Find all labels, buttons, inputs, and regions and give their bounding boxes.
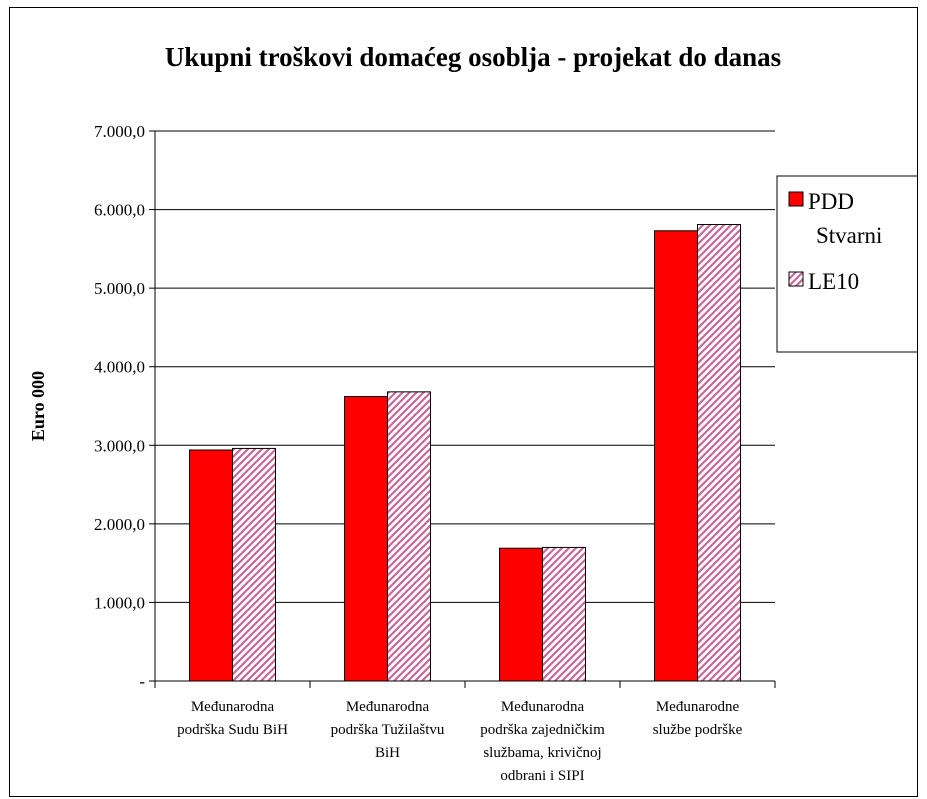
legend: PDD Stvarni LE10 [776,175,917,353]
y-tick-label: 3.000,0 [94,436,145,455]
y-tick-label: 6.000,0 [94,201,145,220]
bar-le10 [697,224,741,682]
bar-le10 [232,447,276,682]
bar-le10 [387,391,431,682]
y-tick-label: 7.000,0 [94,122,145,141]
category-label: službe podrške [653,722,743,738]
category-label: podrška zajedničkim [480,722,605,738]
legend-swatch [788,271,804,287]
bar-pdd-stvarni [499,547,543,682]
chart-frame: Ukupni troškovi domaćeg osoblja - projek… [9,7,918,797]
legend-swatch [788,191,804,207]
y-tick-label: 5.000,0 [94,279,145,298]
category-label: BiH [375,745,400,761]
axes [149,130,776,688]
bar-pdd-stvarni [189,449,233,682]
bar-le10 [542,546,586,682]
bar-chart: Ukupni troškovi domaćeg osoblja - projek… [28,42,917,784]
chart-title: Ukupni troškovi domaćeg osoblja - projek… [165,42,781,72]
category-label: podrška Tužilaštvu [331,722,445,738]
y-tick-labels: - 1.000,0 2.000,0 3.000,0 4.000,0 5.000,0 6.00… [94,122,145,691]
legend-label: LE10 [808,269,859,294]
category-label: odbrani i SIPI [500,768,584,784]
bars [189,224,741,682]
legend-label: PDD [808,189,854,214]
y-axis-label: Euro 000 [28,371,48,441]
category-label: Međunarodne [656,699,740,715]
legend-label: Stvarni [816,223,882,248]
bar-pdd-stvarni [654,230,698,682]
category-label: Međunarodna [346,699,430,715]
y-tick-label: 4.000,0 [94,358,145,377]
category-label: podrška Sudu BiH [177,722,288,738]
category-label: Međunarodna [501,699,585,715]
category-label: službama, krivičnoj [483,745,601,761]
category-label: Međunarodna [191,699,275,715]
y-tick-label: 1.000,0 [94,593,145,612]
y-tick-label: - [139,672,145,691]
bar-pdd-stvarni [344,396,388,682]
category-labels: Međunarodna podrška Sudu BiH Međunarodna po… [177,699,743,784]
y-tick-label: 2.000,0 [94,515,145,534]
